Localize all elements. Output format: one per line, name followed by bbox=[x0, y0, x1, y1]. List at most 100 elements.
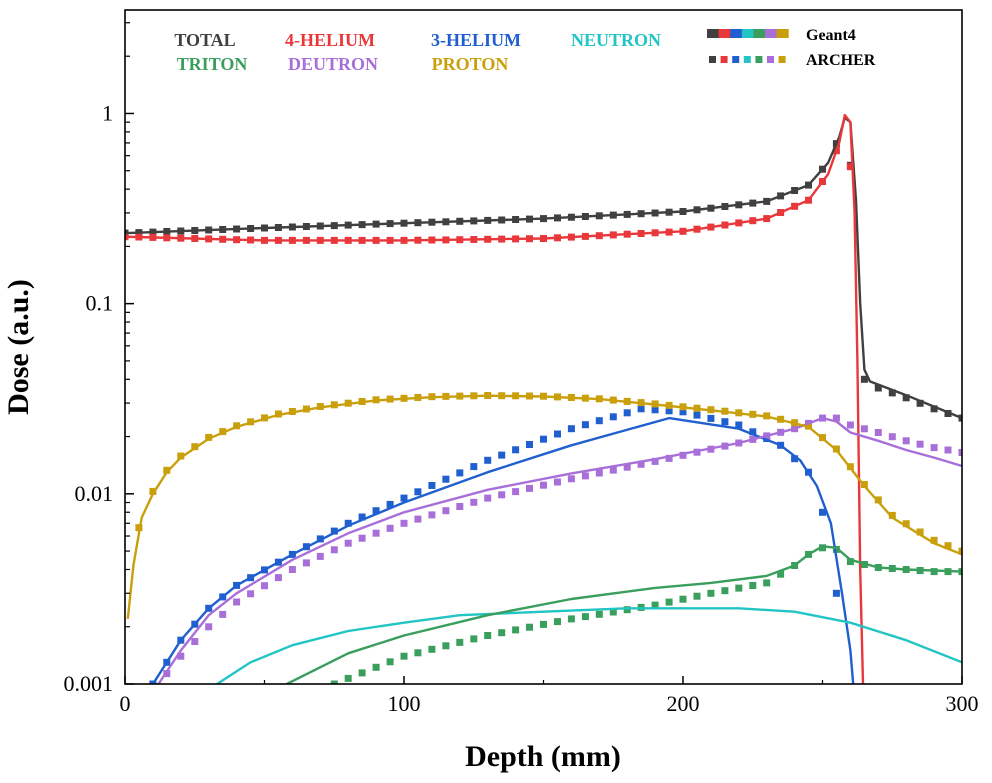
legend: TOTAL 4-HELIUM 3-HELIUM NEUTRON TRITON DEUTRO… bbox=[174, 27, 875, 74]
legend-archer-marker bbox=[709, 56, 716, 63]
archer-marker-3-helium bbox=[638, 405, 645, 412]
archer-marker-deutron bbox=[359, 535, 366, 542]
archer-marker-deutron bbox=[470, 499, 477, 506]
x-tick-label: 200 bbox=[667, 691, 700, 716]
legend-geant4-segment bbox=[707, 29, 719, 38]
archer-marker-deutron bbox=[931, 444, 938, 451]
archer-marker-deutron bbox=[554, 479, 561, 486]
archer-marker-deutron bbox=[401, 520, 408, 527]
archer-marker-triton bbox=[387, 658, 394, 665]
legend-label-3-helium: 3-HELIUM bbox=[431, 30, 521, 50]
archer-marker-deutron bbox=[247, 590, 254, 597]
archer-marker-deutron bbox=[442, 507, 449, 514]
legend-archer-marker bbox=[732, 56, 739, 63]
legend-label-4-helium: 4-HELIUM bbox=[285, 30, 375, 50]
archer-marker-3-helium bbox=[707, 415, 714, 422]
y-tick-label: 1 bbox=[102, 100, 113, 125]
x-axis-label: Depth (mm) bbox=[465, 740, 621, 773]
archer-marker-triton bbox=[763, 579, 770, 586]
archer-marker-triton bbox=[526, 624, 533, 631]
archer-marker-deutron bbox=[596, 470, 603, 477]
archer-marker-triton bbox=[707, 590, 714, 597]
archer-marker-deutron bbox=[540, 482, 547, 489]
archer-marker-deutron bbox=[847, 422, 854, 429]
archer-marker-triton bbox=[414, 649, 421, 656]
archer-marker-deutron bbox=[498, 491, 505, 498]
y-tick-label: 0.001 bbox=[64, 671, 114, 696]
archer-marker-3-helium bbox=[526, 441, 533, 448]
legend-archer-marker bbox=[755, 56, 762, 63]
archer-marker-3-helium bbox=[624, 409, 631, 416]
archer-marker-triton bbox=[428, 646, 435, 653]
archer-marker-triton bbox=[568, 615, 575, 622]
archer-markers-deutron bbox=[163, 415, 965, 677]
archer-marker-triton bbox=[540, 621, 547, 628]
legend-geant4-segment bbox=[742, 29, 754, 38]
archer-marker-triton bbox=[596, 611, 603, 618]
archer-marker-deutron bbox=[526, 485, 533, 492]
archer-marker-triton bbox=[470, 635, 477, 642]
archer-marker-triton bbox=[359, 669, 366, 676]
archer-marker-deutron bbox=[917, 441, 924, 448]
archer-marker-deutron bbox=[903, 437, 910, 444]
legend-geant4-segment bbox=[730, 29, 742, 38]
archer-marker-3-helium bbox=[540, 436, 547, 443]
archer-marker-3-helium bbox=[484, 457, 491, 464]
archer-marker-triton bbox=[484, 632, 491, 639]
archer-marker-deutron bbox=[387, 525, 394, 532]
archer-marker-3-helium bbox=[442, 476, 449, 483]
archer-marker-deutron bbox=[345, 540, 352, 547]
legend-label-triton: TRITON bbox=[177, 54, 248, 74]
legend-geant4-segment bbox=[719, 29, 731, 38]
archer-marker-deutron bbox=[512, 488, 519, 495]
archer-marker-deutron bbox=[456, 503, 463, 510]
x-tick-label: 100 bbox=[388, 691, 421, 716]
archer-marker-deutron bbox=[331, 546, 338, 553]
archer-marker-deutron bbox=[233, 599, 240, 606]
archer-marker-deutron bbox=[945, 447, 952, 454]
archer-marker-triton bbox=[680, 596, 687, 603]
y-axis-label: Dose (a.u.) bbox=[2, 279, 35, 415]
archer-marker-deutron bbox=[219, 611, 226, 618]
legend-label-total: TOTAL bbox=[174, 30, 235, 50]
archer-marker-3-helium bbox=[568, 425, 575, 432]
legend-archer-marker bbox=[744, 56, 751, 63]
archer-marker-3-helium bbox=[596, 417, 603, 424]
archer-marker-triton bbox=[345, 675, 352, 682]
archer-marker-deutron bbox=[261, 582, 268, 589]
archer-marker-triton bbox=[582, 613, 589, 620]
legend-geant4-segment bbox=[777, 29, 789, 38]
legend-archer-label: ARCHER bbox=[806, 52, 876, 69]
y-tick-label: 0.1 bbox=[86, 291, 114, 316]
archer-marker-triton bbox=[373, 664, 380, 671]
archer-marker-3-helium bbox=[470, 463, 477, 470]
legend-archer-marker bbox=[779, 56, 786, 63]
archer-marker-triton bbox=[456, 639, 463, 646]
archer-marker-3-helium bbox=[582, 421, 589, 428]
archer-marker-deutron bbox=[414, 516, 421, 523]
archer-marker-triton bbox=[721, 587, 728, 594]
archer-marker-deutron bbox=[289, 566, 296, 573]
archer-marker-deutron bbox=[582, 472, 589, 479]
archer-marker-deutron bbox=[205, 623, 212, 630]
legend-geant4-segment bbox=[765, 29, 777, 38]
archer-marker-triton bbox=[694, 593, 701, 600]
x-tick-label: 300 bbox=[946, 691, 979, 716]
archer-marker-triton bbox=[401, 653, 408, 660]
archer-marker-deutron bbox=[275, 574, 282, 581]
legend-label-neutron: NEUTRON bbox=[571, 30, 661, 50]
archer-marker-deutron bbox=[484, 495, 491, 502]
archer-marker-3-helium bbox=[833, 590, 840, 597]
y-tick-label: 0.01 bbox=[75, 481, 114, 506]
archer-marker-3-helium bbox=[498, 452, 505, 459]
archer-marker-deutron bbox=[875, 429, 882, 436]
archer-marker-triton bbox=[749, 582, 756, 589]
archer-marker-3-helium bbox=[512, 446, 519, 453]
archer-markers-3-helium bbox=[149, 405, 840, 687]
archer-marker-triton bbox=[666, 599, 673, 606]
archer-marker-deutron bbox=[861, 425, 868, 432]
legend-geant4-label: Geant4 bbox=[806, 27, 856, 44]
archer-marker-triton bbox=[498, 629, 505, 636]
legend-label-deutron: DEUTRON bbox=[288, 54, 378, 74]
archer-marker-deutron bbox=[317, 553, 324, 560]
